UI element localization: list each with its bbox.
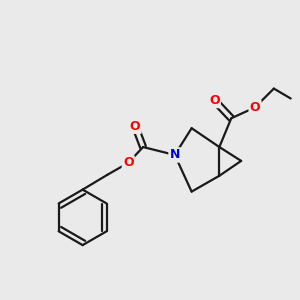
Text: O: O (250, 101, 260, 114)
Text: O: O (130, 120, 140, 133)
Text: O: O (209, 94, 220, 107)
Text: O: O (123, 156, 134, 170)
Text: N: N (169, 148, 180, 161)
